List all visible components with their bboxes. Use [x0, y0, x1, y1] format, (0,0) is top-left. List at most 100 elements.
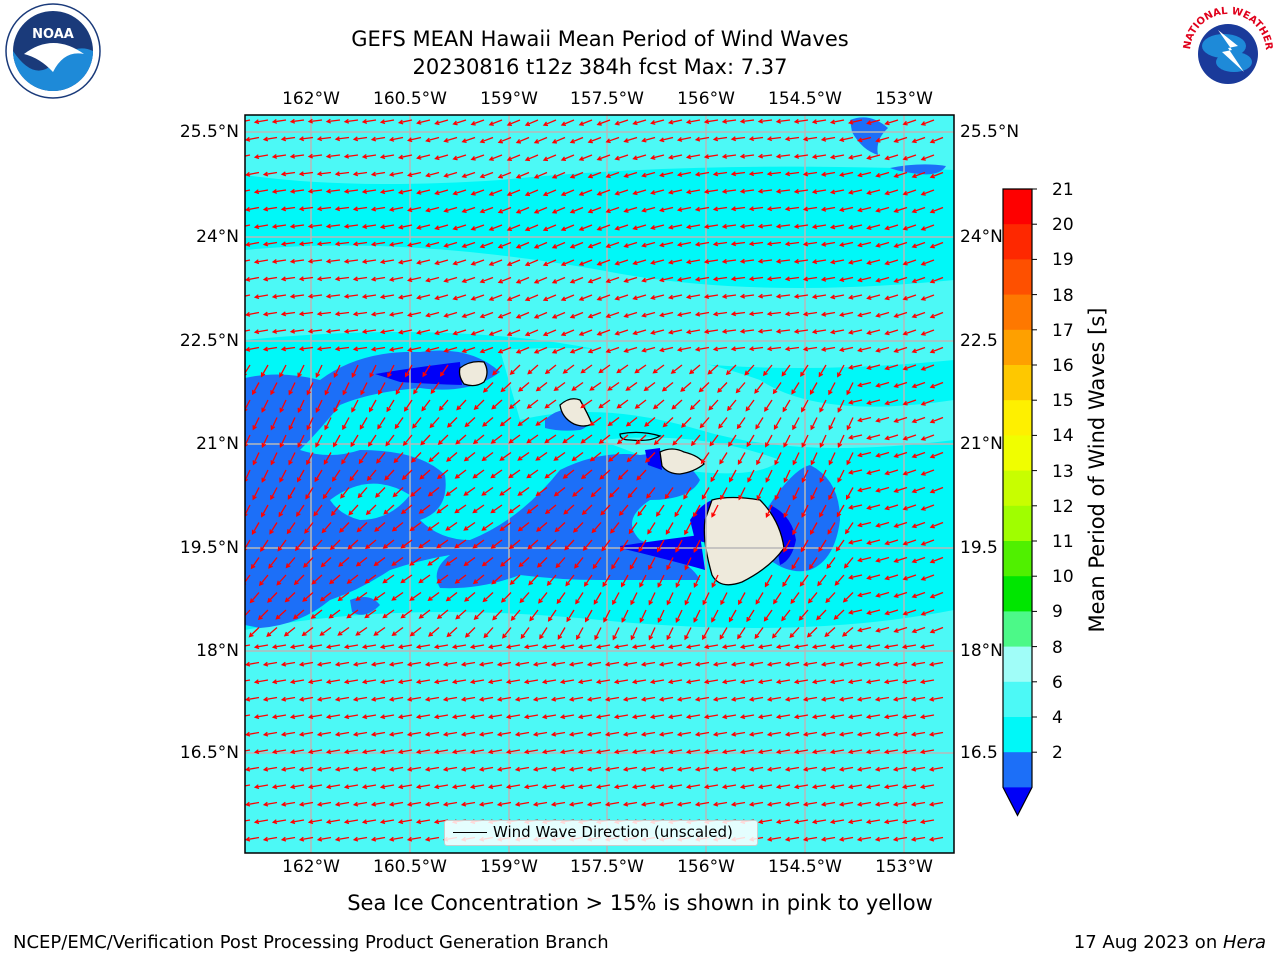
wind-arrow — [325, 644, 341, 650]
wind-arrow — [719, 627, 728, 640]
wind-arrow — [497, 346, 512, 354]
wind-arrow — [307, 258, 323, 264]
wind-arrow — [866, 609, 881, 615]
lon-tick-bottom-4: 156°W — [677, 857, 735, 877]
wind-arrow — [919, 644, 935, 650]
wind-arrow — [245, 749, 251, 752]
wind-arrow — [412, 417, 422, 429]
wind-arrow — [506, 329, 521, 337]
wind-arrow — [811, 714, 827, 720]
wind-arrow — [866, 189, 881, 195]
wind-arrow — [433, 749, 449, 755]
wind-arrow — [700, 452, 710, 465]
wind-arrow — [793, 188, 809, 194]
wind-arrow — [806, 627, 818, 638]
wind-arrow — [472, 434, 485, 445]
wind-arrow — [738, 592, 746, 606]
wind-arrow — [452, 154, 467, 161]
wind-arrow — [641, 346, 656, 353]
footer-branch: NCEP/EMC/Verification Post Processing Pr… — [13, 932, 609, 953]
wind-arrow — [442, 731, 458, 737]
wind-arrow — [792, 522, 800, 536]
wind-arrow — [848, 609, 863, 615]
wind-arrow — [664, 487, 674, 500]
wind-arrow — [703, 784, 719, 790]
wind-arrow — [415, 679, 431, 685]
wind-arrow — [288, 417, 296, 431]
wind-arrow — [443, 276, 458, 283]
wind-arrow — [829, 679, 845, 685]
wind-arrow — [775, 328, 791, 334]
wind-arrow — [456, 399, 467, 411]
wind-arrow — [667, 189, 683, 195]
wind-arrow — [730, 206, 746, 212]
wind-arrow — [487, 784, 503, 790]
wind-arrow — [569, 276, 584, 284]
wind-arrow — [352, 661, 368, 667]
wind-arrow — [640, 766, 656, 772]
wind-arrow — [721, 714, 737, 720]
wind-arrow — [560, 119, 575, 127]
wind-arrow — [641, 276, 656, 283]
wind-arrow — [245, 189, 251, 192]
wind-arrow — [730, 731, 746, 737]
wind-arrow — [596, 189, 611, 196]
wind-arrow — [316, 836, 332, 842]
wind-arrow — [667, 154, 683, 160]
wind-arrow — [638, 539, 647, 553]
wind-arrow — [470, 294, 485, 301]
wind-arrow — [658, 696, 674, 702]
wind-arrow — [346, 574, 359, 584]
colorbar-label-15: 15 — [1052, 391, 1074, 412]
wind-arrow — [469, 644, 485, 650]
wind-arrow — [605, 276, 620, 284]
wind-arrow — [307, 223, 323, 229]
wind-arrow — [539, 627, 548, 640]
wind-arrow — [721, 644, 737, 650]
wind-arrow — [245, 329, 251, 332]
wind-arrow — [920, 469, 935, 476]
wind-arrow — [721, 784, 737, 790]
wind-arrow — [667, 119, 683, 125]
wind-arrow — [929, 171, 944, 179]
wind-arrow — [289, 188, 305, 194]
wind-arrow — [801, 434, 809, 448]
wind-arrow — [425, 241, 440, 248]
wind-arrow — [304, 522, 314, 534]
wind-arrow — [460, 661, 476, 667]
wind-arrow — [641, 241, 656, 248]
wind-arrow — [550, 801, 566, 807]
wind-arrow — [307, 118, 323, 124]
wind-arrow — [541, 784, 557, 790]
wind-arrow — [280, 661, 296, 667]
wind-arrow — [603, 609, 611, 623]
wind-arrow — [481, 521, 494, 531]
wind-arrow — [721, 293, 737, 299]
wind-arrow — [387, 364, 395, 378]
wind-arrow — [811, 154, 827, 160]
wind-arrow — [562, 364, 575, 374]
wind-arrow — [587, 171, 602, 179]
wind-arrow — [847, 749, 863, 755]
wind-arrow — [532, 801, 548, 807]
lat-tick-right-2: 22.5 — [960, 331, 998, 351]
wind-arrow — [424, 731, 440, 737]
wind-arrow — [461, 241, 476, 249]
wind-arrow — [452, 259, 467, 266]
wind-arrow — [351, 399, 359, 413]
wind-arrow — [721, 258, 737, 264]
wind-arrow — [739, 153, 755, 159]
light-period-bands — [245, 115, 954, 853]
wind-arrow — [245, 241, 260, 247]
wind-arrow — [892, 836, 908, 842]
wind-arrow — [297, 469, 305, 483]
wind-arrow — [910, 731, 926, 737]
wind-arrow — [469, 784, 485, 790]
wind-arrow — [675, 574, 683, 588]
wind-arrow — [857, 136, 872, 143]
wind-arrow — [784, 801, 800, 807]
wind-arrow — [334, 696, 350, 702]
wind-arrow — [748, 346, 764, 352]
wind-arrow — [748, 731, 764, 737]
wind-arrow — [410, 487, 422, 497]
